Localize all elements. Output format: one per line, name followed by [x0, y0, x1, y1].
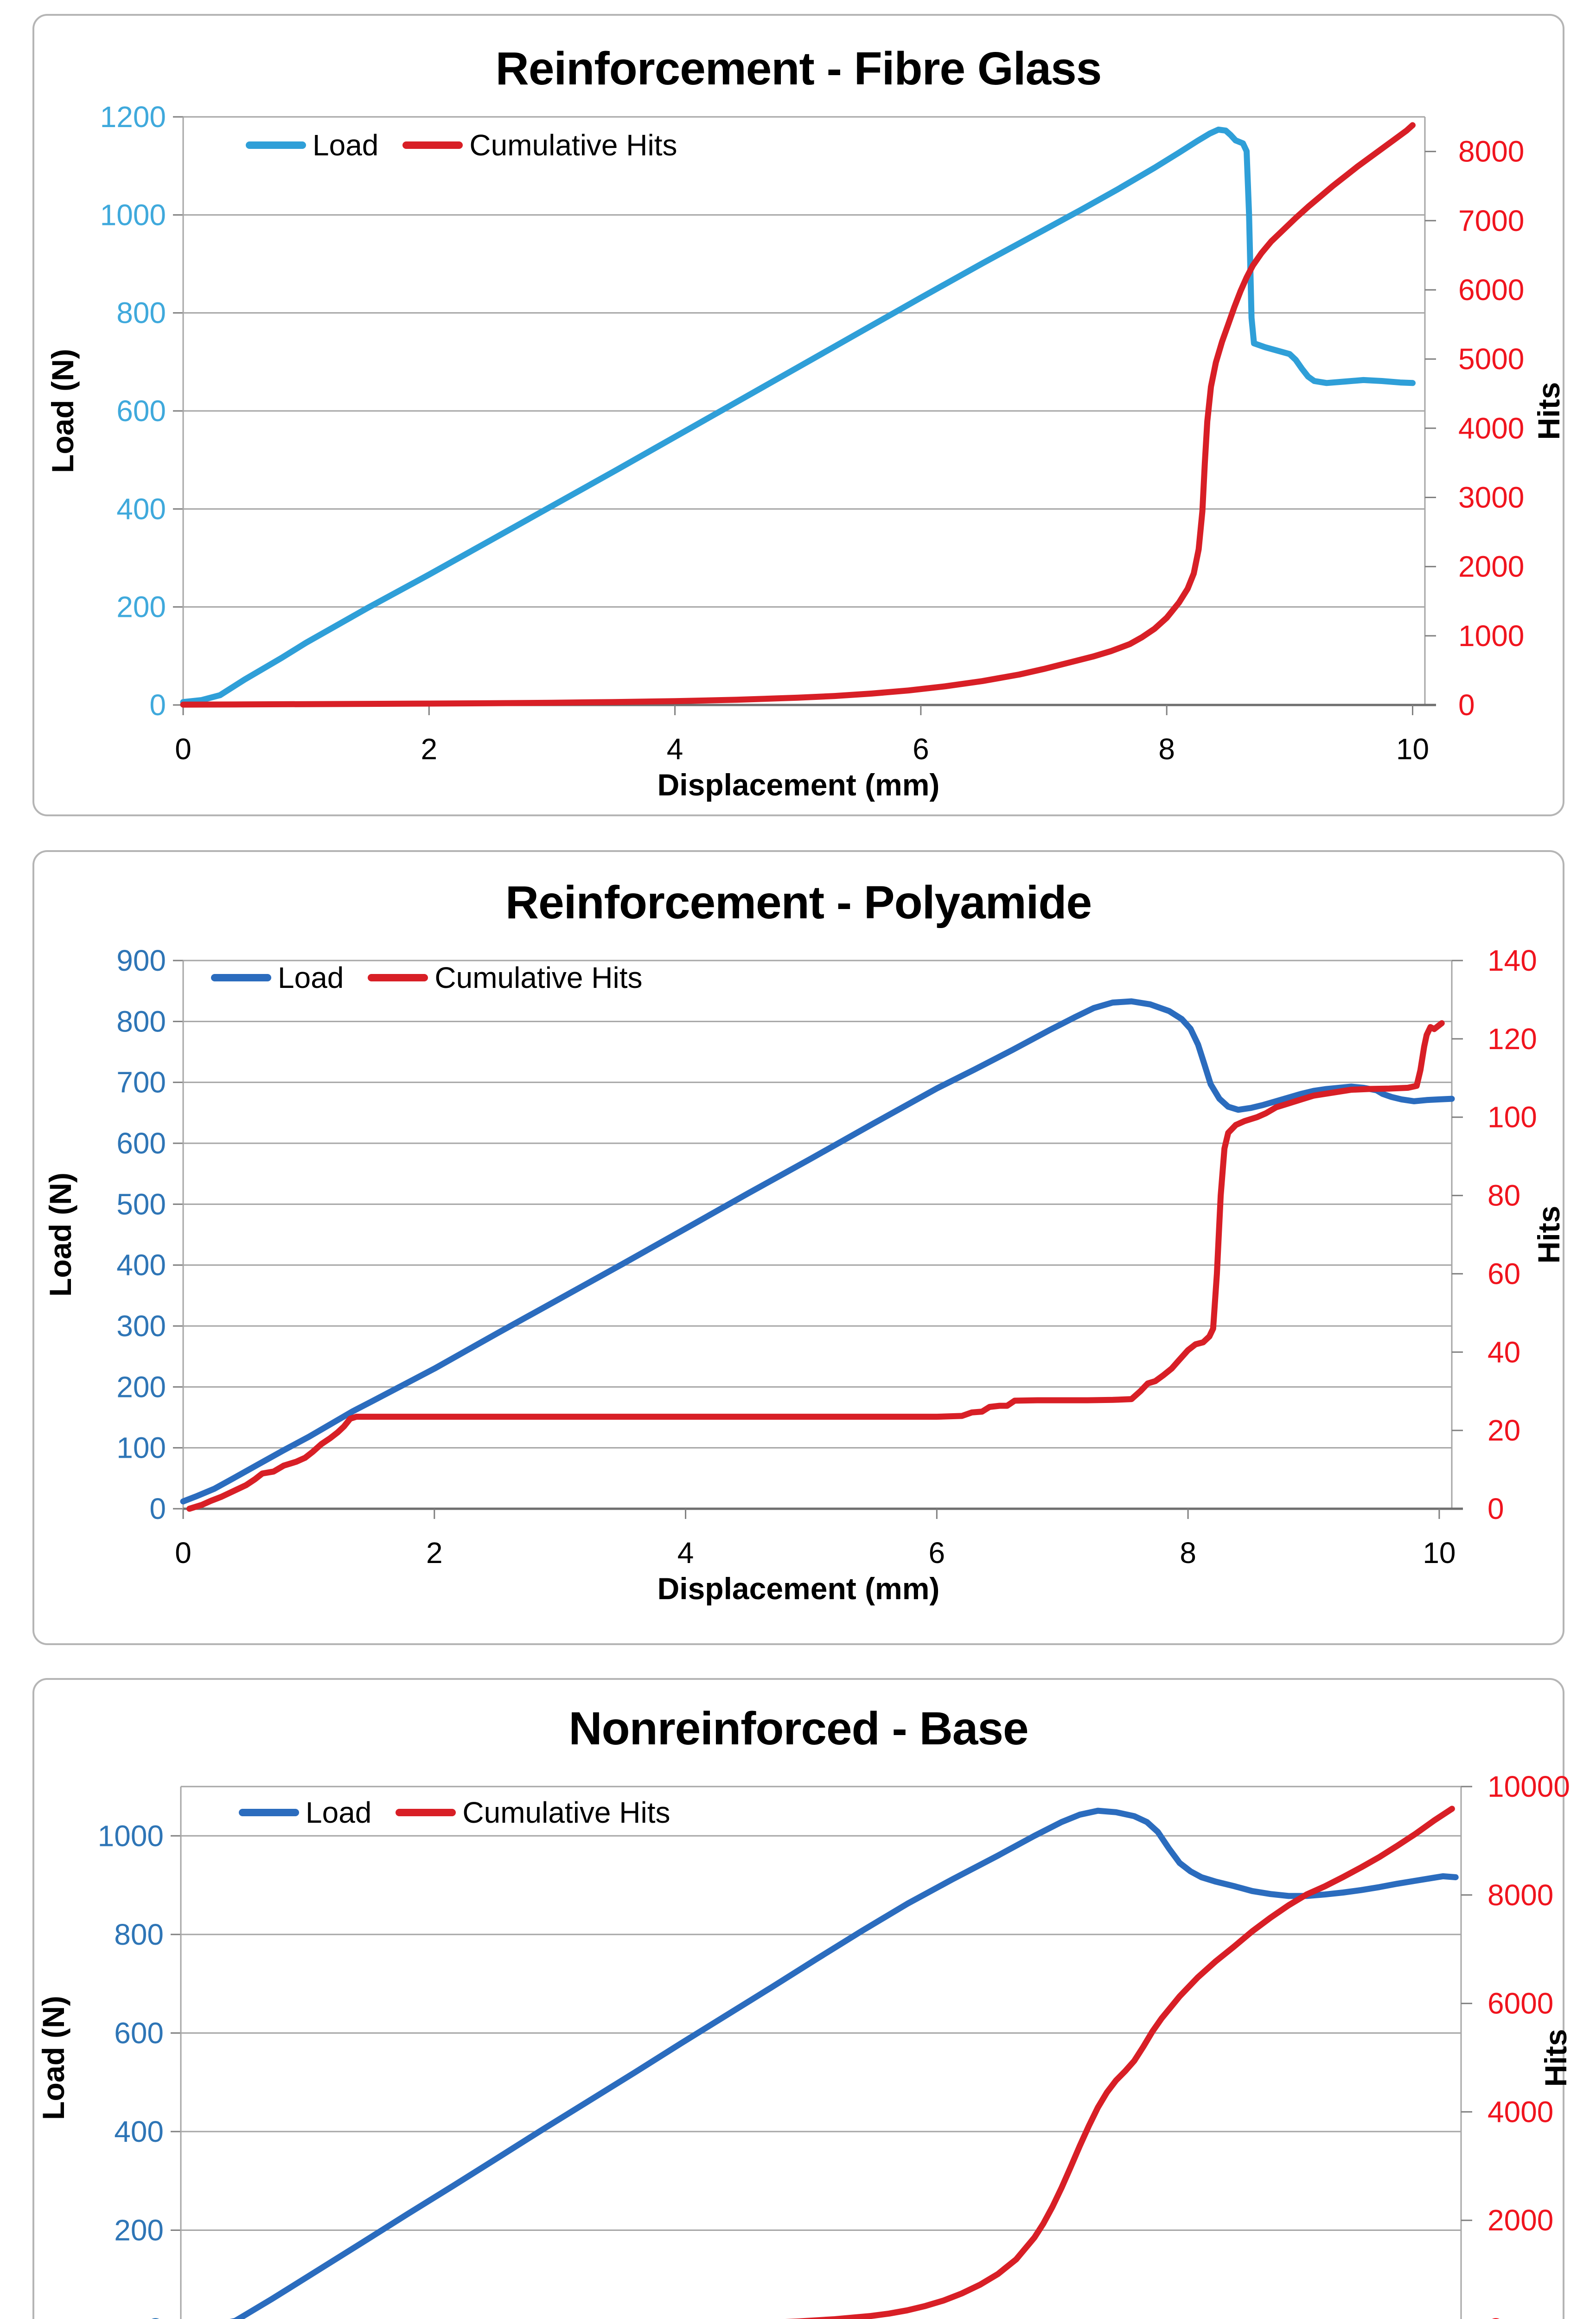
- x-axis-tick-label: 10: [1396, 732, 1429, 766]
- right-axis-tick-label: 0: [1487, 2312, 1504, 2319]
- right-axis-tick-label: 40: [1487, 1335, 1520, 1369]
- x-axis-tick-label: 6: [929, 1536, 945, 1569]
- x-axis-tick-label: 0: [175, 732, 192, 766]
- right-axis-tick-label: 60: [1487, 1257, 1520, 1290]
- right-axis-tick-label: 7000: [1458, 204, 1524, 237]
- x-axis-tick-label: 2: [421, 732, 438, 766]
- x-axis-tick-label: 0: [175, 1536, 192, 1569]
- x-axis-tick-label: 6: [913, 732, 929, 766]
- left-axis-tick-label: 400: [116, 1249, 166, 1282]
- x-axis-tick-label: 8: [1180, 1536, 1196, 1569]
- left-axis-tick-label: 300: [116, 1309, 166, 1343]
- right-axis-tick-label: 1000: [1458, 619, 1524, 653]
- left-axis-tick-label: 800: [116, 296, 166, 330]
- left-axis-ticks: 0 200 400 600 800 1000: [98, 1819, 181, 2319]
- right-axis-tick-label: 10000: [1487, 1770, 1570, 1803]
- left-axis-tick-label: 200: [114, 2213, 164, 2247]
- left-axis-tick-label: 100: [116, 1431, 166, 1465]
- right-axis-tick-label: 4000: [1487, 2095, 1553, 2128]
- right-axis-tick-label: 2000: [1458, 550, 1524, 583]
- left-axis-tick-label: 600: [114, 2016, 164, 2050]
- right-axis-tick-label: 2000: [1487, 2204, 1553, 2237]
- right-axis-tick-label: 120: [1487, 1022, 1537, 1056]
- left-axis-tick-label: 200: [116, 590, 166, 624]
- series-line-load: [230, 1807, 1459, 2319]
- left-axis-tick-label: 500: [116, 1187, 166, 1221]
- right-axis-ticks: 0 2000 4000 6000 8000 10000: [1461, 1770, 1570, 2319]
- left-axis-ticks: 0 200 400 600 800 1000 1200: [100, 100, 183, 722]
- right-axis-tick-label: 6000: [1458, 273, 1524, 307]
- left-axis-tick-label: 0: [149, 688, 166, 722]
- chart-border: [32, 1678, 1564, 2319]
- right-axis-ticks: 0 1000 2000 3000 4000 5000 6000 7000 8000: [1425, 135, 1524, 722]
- series-line-cumulative-hits: [186, 1020, 1445, 1512]
- x-axis-tick-label: 4: [667, 732, 683, 766]
- left-axis-tick-label: 900: [116, 944, 166, 977]
- left-axis-tick-label: 400: [114, 2115, 164, 2148]
- chart-polyamide: 0100200300400500600700800900020406080100…: [32, 850, 1564, 1645]
- right-axis-tick-label: 6000: [1487, 1987, 1553, 2020]
- left-axis-tick-label: 1000: [100, 198, 166, 231]
- right-axis-tick-label: 80: [1487, 1179, 1520, 1212]
- chart-border: [32, 850, 1564, 1645]
- right-axis-tick-label: 8000: [1458, 135, 1524, 168]
- right-axis-tick-label: 5000: [1458, 342, 1524, 376]
- left-axis-tick-label: 1000: [98, 1819, 164, 1852]
- right-axis-tick-label: 3000: [1458, 480, 1524, 514]
- right-axis-ticks: 0 20 40 60 80 100 120 140: [1452, 944, 1537, 1525]
- right-axis-tick-label: 4000: [1458, 411, 1524, 445]
- x-axis-tick-label: 2: [426, 1536, 443, 1569]
- left-axis-tick-label: 200: [116, 1370, 166, 1403]
- series-line-load: [180, 127, 1416, 705]
- chart-base: 0200400600800100002000400060008000100000…: [32, 1678, 1570, 2319]
- x-axis-tick-label: 10: [1423, 1536, 1456, 1569]
- left-axis-tick-label: 600: [116, 1127, 166, 1160]
- series-line-cumulative-hits: [180, 122, 1416, 708]
- left-axis-tick-label: 800: [114, 1918, 164, 1951]
- chart-fibre-glass: 0 200 400 600 800 1000 1200 0 1000 2000 3000 4000 50…: [32, 14, 1564, 816]
- x-axis-ticks: 0 2 4 6 8 10: [175, 1509, 1456, 1569]
- x-axis-ticks: 0 2 4 6 8 10: [175, 705, 1429, 766]
- right-axis-tick-label: 8000: [1487, 1878, 1553, 1912]
- series-line-cumulative-hits: [785, 1806, 1455, 2319]
- left-axis-tick-label: 400: [116, 492, 166, 525]
- right-axis-tick-label: 20: [1487, 1414, 1520, 1447]
- right-axis-tick-label: 0: [1487, 1492, 1504, 1525]
- series-line-load: [180, 998, 1455, 1505]
- left-axis-tick-label: 800: [116, 1005, 166, 1038]
- x-axis-tick-label: 8: [1158, 732, 1175, 766]
- left-axis-tick-label: 1200: [100, 100, 166, 134]
- left-axis-tick-label: 0: [147, 2312, 164, 2319]
- x-axis-tick-label: 4: [677, 1536, 694, 1569]
- left-axis-tick-label: 700: [116, 1066, 166, 1099]
- right-axis-tick-label: 0: [1458, 688, 1475, 722]
- right-axis-tick-label: 100: [1487, 1101, 1537, 1134]
- right-axis-tick-label: 140: [1487, 944, 1537, 977]
- left-axis-ticks: 0 100 200 300 400 500 600 700 800 900: [116, 944, 183, 1525]
- left-axis-tick-label: 600: [116, 394, 166, 428]
- left-axis-tick-label: 0: [149, 1492, 166, 1525]
